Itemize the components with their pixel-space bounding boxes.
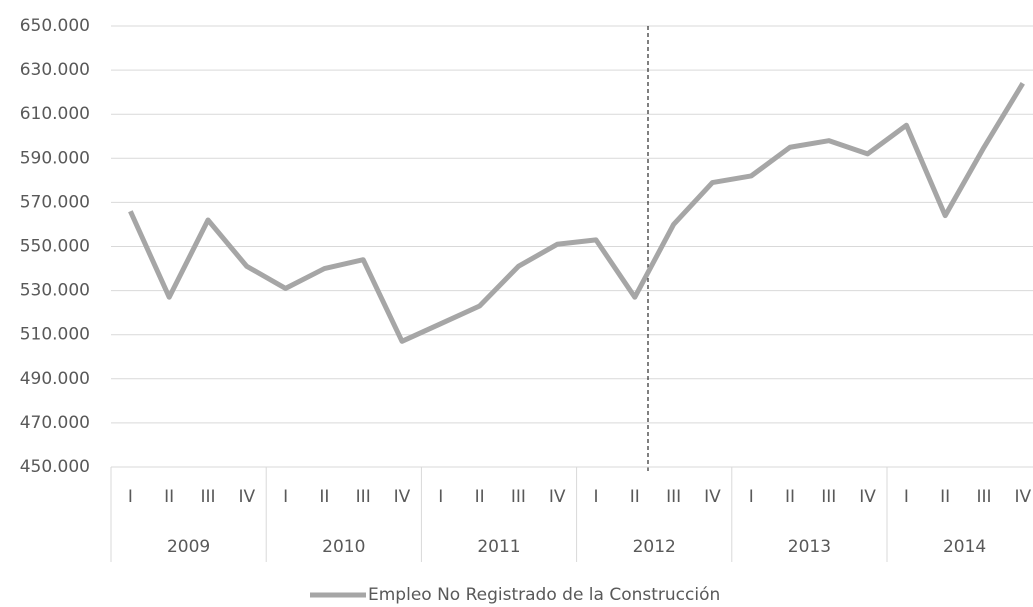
x-tick-label: II [630,487,640,507]
y-tick-label: 570.000 [20,192,90,212]
x-tick-label: I [593,487,598,507]
y-tick-label: 470.000 [20,413,90,433]
x-tick-label: II [785,487,795,507]
group-label: 2011 [477,537,520,557]
y-tick-label: 450.000 [20,457,90,477]
x-tick-label: I [904,487,909,507]
y-tick-label: 510.000 [20,325,90,345]
x-tick-label: IV [238,487,255,507]
x-tick-label: III [976,487,991,507]
group-label: 2009 [167,537,210,557]
x-tick-label: III [200,487,215,507]
x-tick-label: I [438,487,443,507]
y-tick-label: 610.000 [20,104,90,124]
group-label: 2012 [633,537,676,557]
x-tick-label: IV [704,487,721,507]
legend-label: Empleo No Registrado de la Construcción [368,585,720,605]
x-tick-label: III [821,487,836,507]
x-tick-label: II [319,487,329,507]
y-tick-label: 550.000 [20,237,90,257]
group-label: 2014 [943,537,986,557]
x-tick-label: IV [549,487,566,507]
x-tick-label: I [749,487,754,507]
group-label: 2010 [322,537,365,557]
data-line [128,82,1025,344]
y-tick-label: 490.000 [20,369,90,389]
x-tick-label: IV [1014,487,1031,507]
x-tick-label: III [511,487,526,507]
x-tick-label: II [164,487,174,507]
x-tick-label: IV [859,487,876,507]
y-tick-label: 630.000 [20,60,90,80]
y-tick-label: 530.000 [20,281,90,301]
y-tick-label: 590.000 [20,148,90,168]
y-tick-label: 650.000 [20,16,90,36]
x-tick-label: III [666,487,681,507]
x-tick-label: IV [394,487,411,507]
x-tick-label: I [128,487,133,507]
x-tick-label: II [475,487,485,507]
group-label: 2013 [788,537,831,557]
x-tick-label: II [940,487,950,507]
x-tick-label: III [356,487,371,507]
x-tick-label: I [283,487,288,507]
